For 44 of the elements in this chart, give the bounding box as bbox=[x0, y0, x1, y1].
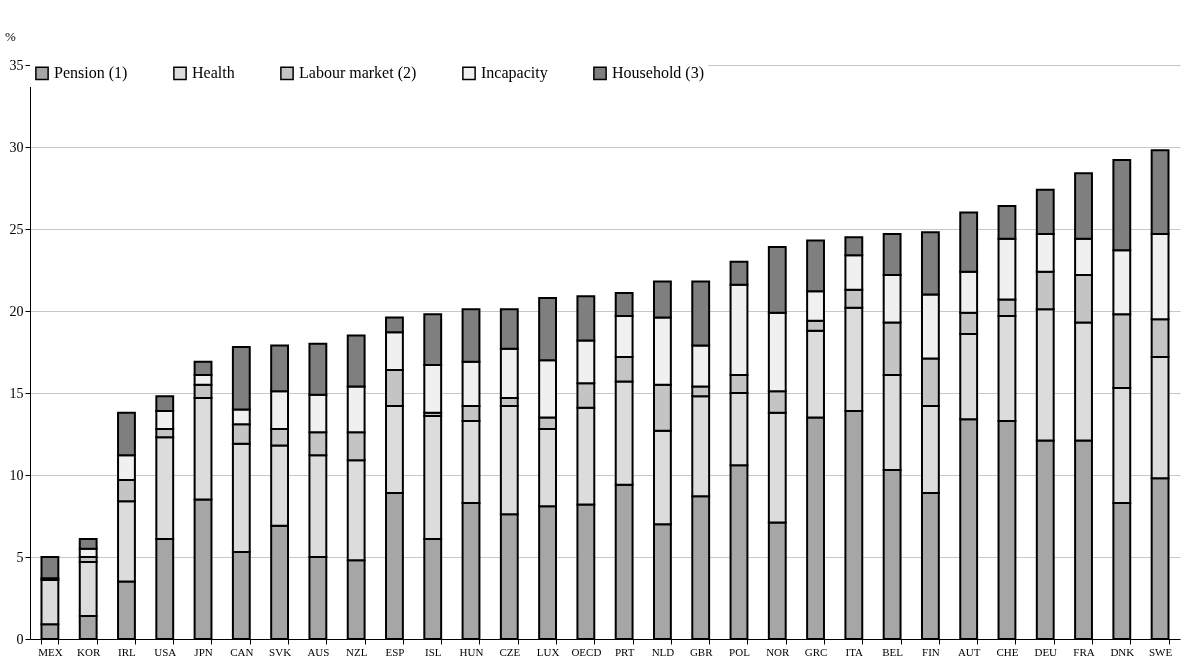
y-tick-label: 30 bbox=[9, 139, 24, 155]
y-tick-label: 25 bbox=[9, 221, 24, 237]
x-tick-label: CHE bbox=[996, 645, 1019, 658]
x-tick-label: FIN bbox=[922, 645, 940, 658]
y-tick-label: 20 bbox=[9, 303, 24, 319]
x-tick-label: JPN bbox=[194, 645, 213, 658]
x-tick-label: ESP bbox=[385, 645, 405, 658]
x-tick-label: SVK bbox=[269, 645, 292, 658]
legend-label: Health bbox=[192, 64, 235, 82]
x-tick-label: CZE bbox=[499, 645, 521, 658]
x-tick-label: POL bbox=[729, 645, 751, 658]
y-tick-label: 15 bbox=[9, 385, 24, 401]
x-tick-label: CAN bbox=[230, 645, 254, 658]
x-tick-label: MEX bbox=[38, 645, 63, 658]
y-tick-label: 5 bbox=[16, 549, 24, 565]
x-tick-label: GBR bbox=[689, 645, 714, 658]
legend-label: Incapacity bbox=[481, 64, 548, 83]
y-axis-title: % bbox=[5, 28, 17, 44]
x-tick-label: USA bbox=[154, 645, 177, 658]
x-tick-label: DEU bbox=[1034, 645, 1058, 658]
x-tick-label: DNK bbox=[1110, 645, 1135, 658]
x-tick-label: NLD bbox=[651, 645, 675, 658]
legend-label: Household (3) bbox=[612, 64, 704, 83]
y-tick-label: 35 bbox=[9, 57, 24, 73]
x-tick-label: OECD bbox=[571, 645, 602, 658]
x-tick-label: AUT bbox=[957, 645, 981, 658]
x-tick-label: FRA bbox=[1073, 645, 1095, 658]
x-tick-label: NOR bbox=[766, 645, 791, 658]
x-tick-label: GRC bbox=[804, 645, 828, 658]
x-tick-label: IRL bbox=[118, 645, 137, 658]
x-tick-label: ISL bbox=[424, 645, 442, 658]
x-tick-label: PRT bbox=[614, 645, 635, 658]
x-tick-label: NZL bbox=[345, 645, 368, 658]
x-tick-label: AUS bbox=[307, 645, 330, 658]
x-tick-label: ITA bbox=[845, 645, 864, 658]
x-tick-label: SWE bbox=[1148, 645, 1173, 658]
x-tick-label: HUN bbox=[459, 645, 484, 658]
y-tick-label: 10 bbox=[9, 467, 24, 483]
legend-label: Labour market (2) bbox=[299, 64, 417, 83]
legend-label: Pension (1) bbox=[54, 64, 128, 83]
x-tick-label: KOR bbox=[77, 645, 101, 658]
y-tick-label: 0 bbox=[16, 631, 24, 647]
x-tick-label: BEL bbox=[882, 645, 904, 658]
x-tick-label: LUX bbox=[536, 645, 560, 658]
